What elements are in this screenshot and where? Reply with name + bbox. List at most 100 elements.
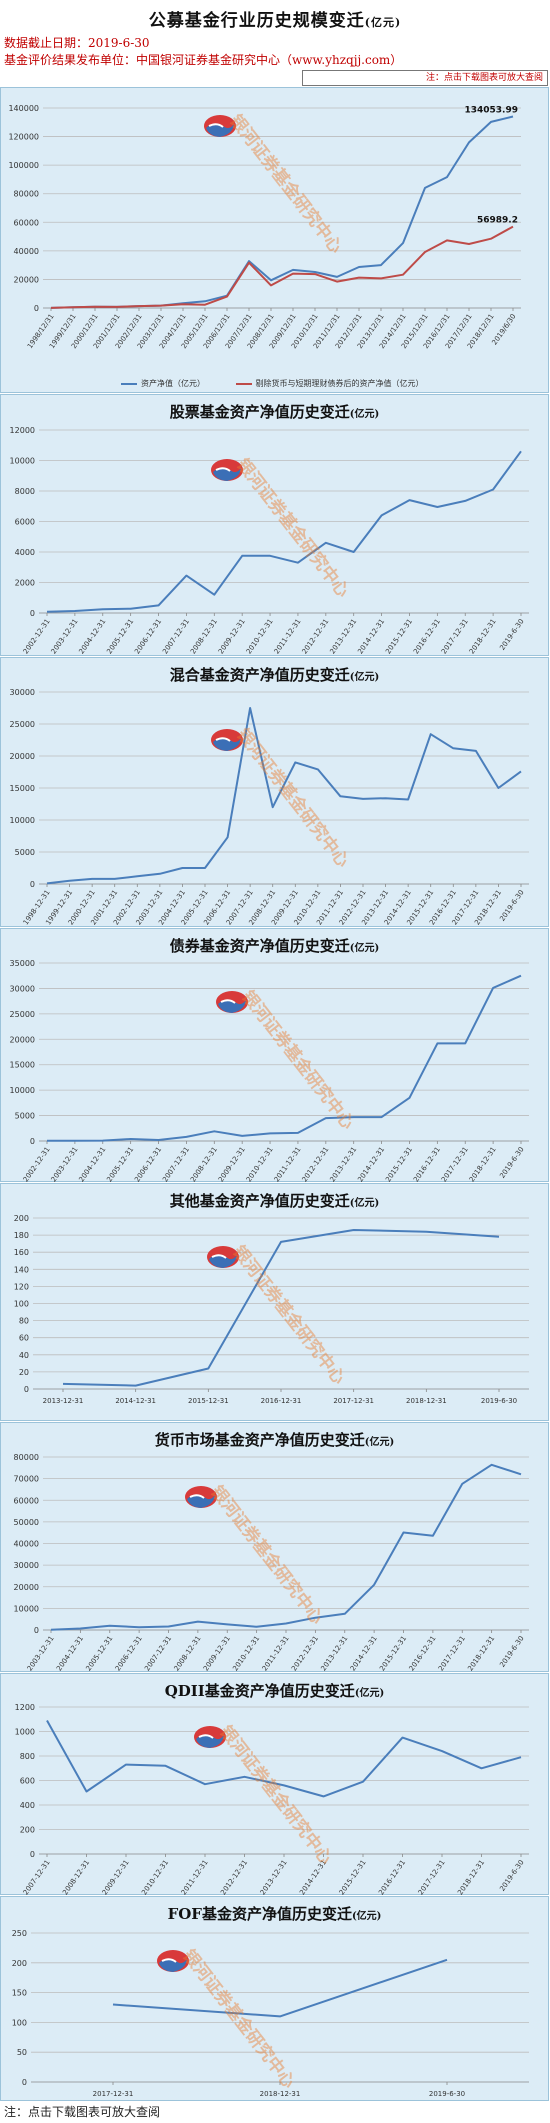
- x-tick-label: 2016-12-31: [377, 1859, 407, 1896]
- chart-panel-other: 其他基金资产净值历史变迁(亿元) 0 20 40 60 80 100 120 140 160 18…: [0, 1183, 549, 1421]
- x-tick-label: 2015-12-31: [384, 1146, 414, 1183]
- x-tick-label: 2003-12-31: [50, 618, 80, 656]
- x-tick-label: 2019-6-30: [429, 2090, 465, 2098]
- y-tick-label: 400: [20, 1801, 35, 1810]
- page-title-text: 公募基金行业历史规模变迁: [148, 11, 365, 31]
- page-title: 公募基金行业历史规模变迁(亿元): [0, 6, 550, 31]
- y-tick-label: 6000: [15, 518, 35, 527]
- series-line-2-0: [46, 707, 522, 885]
- x-tick-label: 2017-12-31: [440, 618, 470, 656]
- y-tick-label: 10000: [14, 1604, 39, 1613]
- y-tick-label: 25000: [10, 720, 35, 729]
- y-tick-label: 200: [20, 1826, 35, 1835]
- x-tick-label: 2011-12-31: [261, 1635, 291, 1673]
- x-tick-label: 2016-12-31: [412, 618, 442, 656]
- x-tick-label: 2005-12-31: [84, 1635, 114, 1673]
- y-tick-label: 70000: [14, 1475, 39, 1484]
- x-tick-label: 2017-12-31: [440, 1146, 470, 1183]
- y-tick-label: 10000: [10, 1086, 35, 1095]
- x-tick-label: 2013-12-31: [319, 1635, 349, 1673]
- y-tick-label: 60000: [14, 218, 39, 227]
- series-line-5-0: [50, 1463, 522, 1631]
- x-tick-label: 2008-12-31: [189, 1146, 219, 1183]
- y-tick-label: 0: [30, 609, 35, 618]
- brand-logo-icon: [215, 990, 249, 1014]
- brand-logo-icon: [206, 1245, 240, 1269]
- y-tick-label: 20000: [14, 275, 39, 284]
- chart-panel-money: 货币市场基金资产净值历史变迁(亿元) 0 10000 20000 30000 40000…: [0, 1422, 549, 1672]
- y-tick-label: 0: [30, 880, 35, 889]
- x-tick-label: 2016-12-31: [412, 1146, 442, 1183]
- x-tick-label: 2006-12-31: [114, 1635, 144, 1673]
- x-tick-label: 2008-12-31: [61, 1859, 91, 1896]
- chart-panel-qdii: QDII基金资产净值历史变迁(亿元) 0 200 400 600 800 1000 1200…: [0, 1673, 549, 1896]
- x-tick-label: 2019-6-30: [498, 1146, 525, 1180]
- y-tick-label: 100: [14, 1300, 29, 1309]
- footer-note: 注：点击下载图表可放大查阅: [4, 2105, 161, 2119]
- x-tick-label: 2010-12-31: [245, 1146, 275, 1183]
- x-tick-label: 2018-12-31: [260, 2090, 301, 2098]
- chart-money: 0 10000 20000 30000 40000 50000 60000 70000 8000…: [14, 1453, 529, 1673]
- y-tick-label: 30000: [10, 984, 35, 993]
- y-tick-label: 10000: [10, 816, 35, 825]
- y-tick-label: 10000: [10, 457, 35, 466]
- chart-panel-bond: 债券基金资产净值历史变迁(亿元) 0 5000 10000 15000 20000 250…: [0, 928, 549, 1183]
- x-tick-label: 2013-12-31: [259, 1859, 289, 1896]
- y-tick-label: 40000: [14, 1540, 39, 1549]
- y-tick-label: 120000: [8, 133, 39, 142]
- y-tick-label: 60: [19, 1334, 29, 1343]
- y-tick-label: 200: [12, 1959, 27, 1968]
- x-tick-label: 2007-12-31: [161, 618, 191, 656]
- y-tick-label: 600: [20, 1777, 35, 1786]
- chart-stock: 0200040006000800010000120002002-12-31200…: [10, 426, 529, 656]
- y-tick-label: 100000: [8, 161, 39, 170]
- y-tick-label: 30000: [14, 1561, 39, 1570]
- y-tick-label: 250: [12, 1929, 27, 1938]
- x-tick-label: 2009-12-31: [217, 618, 247, 656]
- x-tick-label: 2013-12-31: [328, 618, 358, 656]
- x-tick-label: 2010-12-31: [245, 618, 275, 656]
- download-notice: 注：点击下载图表可放大查阅: [302, 70, 548, 86]
- y-tick-label: 5000: [15, 848, 35, 857]
- x-tick-label: 2015-12-31: [378, 1635, 408, 1673]
- x-tick-label: 2004-12-31: [78, 1146, 108, 1183]
- y-tick-label: 0: [24, 1385, 29, 1394]
- y-tick-label: 40: [19, 1351, 29, 1360]
- x-tick-label: 2012-12-31: [290, 1635, 320, 1673]
- chart-title-bond: 债券基金资产净值历史变迁(亿元): [169, 937, 380, 955]
- chart-other: 0 20 40 60 80 100 120 140 160 180 200 2013-12-31 201…: [14, 1214, 529, 1405]
- brand-logo-icon: [184, 1485, 218, 1509]
- x-tick-label: 2015-12-31: [338, 1859, 368, 1896]
- y-tick-label: 50000: [14, 1518, 39, 1527]
- x-tick-label: 2019-6-30: [498, 1859, 525, 1893]
- y-tick-label: 80000: [14, 1453, 39, 1462]
- x-tick-label: 2017-12-31: [437, 1635, 467, 1673]
- x-tick-label: 2012-12-31: [219, 1859, 249, 1896]
- y-tick-label: 0: [30, 1137, 35, 1146]
- series-line-0-1: [50, 225, 514, 309]
- x-tick-label: 2006-12-31: [133, 1146, 163, 1183]
- x-tick-label: 2009-12-31: [202, 1635, 232, 1673]
- y-tick-label: 0: [34, 1626, 39, 1635]
- x-tick-label: 2017-12-31: [93, 2090, 134, 2098]
- chart-qdii: 0 200 400 600 800 1000 1200 2007-12-31 2008-12-3…: [15, 1703, 529, 1896]
- x-tick-label: 2005-12-31: [105, 618, 135, 656]
- data-date-label: 数据截止日期：2019-6-30: [4, 36, 150, 50]
- series-line-7-0: [112, 1958, 448, 2018]
- series-line-3-0: [46, 974, 522, 1142]
- chart-panel-total: 0 20000 40000 60000 80000 100000 120000 140000 1…: [0, 87, 549, 393]
- y-tick-label: 5000: [15, 1112, 35, 1121]
- x-tick-label: 2004-12-31: [55, 1635, 85, 1673]
- x-tick-label: 2009-12-31: [101, 1859, 131, 1896]
- chart-title-other: 其他基金资产净值历史变迁(亿元): [169, 1192, 380, 1210]
- publisher-label: 基金评价结果发布单位：中国银河证券基金研究中心（www.yhzqjj.com）: [4, 53, 403, 67]
- x-tick-label: 2011-12-31: [273, 1146, 303, 1183]
- chart-panel-hybrid: 混合基金资产净值历史变迁(亿元) 0 5000 10000 15000 20000 250…: [0, 657, 549, 927]
- x-tick-label: 2002-12-31: [22, 618, 52, 656]
- y-tick-label: 15000: [10, 784, 35, 793]
- legend-total: 资产净值（亿元） 剔除货币与短期理财债券后的资产净值（亿元）: [121, 378, 424, 389]
- y-tick-label: 20000: [10, 1035, 35, 1044]
- chart-bond: 0 5000 10000 15000 20000 25000 30000 35000 2002-…: [10, 959, 529, 1183]
- y-tick-label: 12000: [10, 426, 35, 435]
- x-tick-label: 2009-12-31: [217, 1146, 247, 1183]
